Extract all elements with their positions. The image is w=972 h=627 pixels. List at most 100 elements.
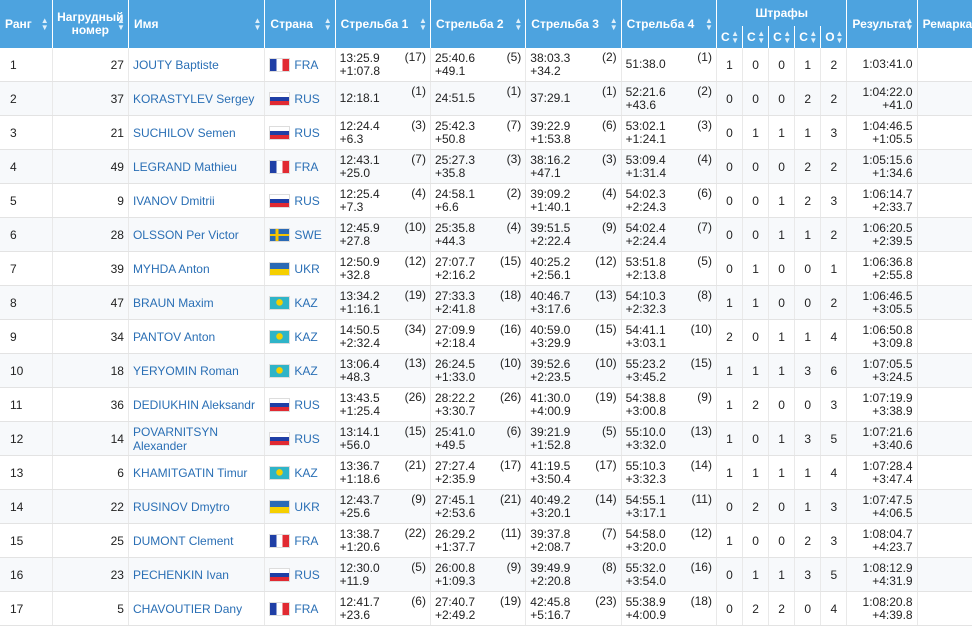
athlete-name-link[interactable]: KORASTYLEV Sergey (128, 81, 266, 116)
header-shooting-1-label: Стрельба 1 (340, 17, 409, 31)
shooting-time: 54:58.0 (625, 526, 666, 541)
penalty-cell: 1 (794, 217, 822, 252)
table-row[interactable]: 13 6 KHAMITGATIN Timur KAZ (21) 13:36.7 +1:18.… (0, 455, 972, 490)
shooting-position: (3) (601, 152, 617, 166)
athlete-name-link[interactable]: PANTOV Anton (128, 319, 266, 354)
result-time: 1:07:19.9 (862, 390, 913, 405)
shooting-time: 26:29.2 (434, 526, 476, 541)
header-shooting-4[interactable]: Стрельба 4 ▲ ▼ (621, 0, 717, 48)
shooting-position: (8) (601, 560, 617, 574)
shooting-time: 53:51.8 (625, 254, 666, 269)
penalty-cell: 1 (794, 319, 822, 354)
table-row[interactable]: 6 28 OLSSON Per Victor SWE (10) 12:45.9 +27.8(… (0, 217, 972, 252)
table-row[interactable]: 5 9 IVANOV Dmitrii RUS (4) 12:25.4 +7.3 (2) 24:5… (0, 183, 972, 218)
athlete-name-link[interactable]: YERYOMIN Roman (128, 353, 266, 388)
shooting-3-cell: (9) 39:51.5 +2:22.4 (525, 217, 622, 252)
rank-cell: 10 (0, 353, 53, 388)
table-row[interactable]: 1 27 JOUTY Baptiste FRA (17) 13:25.9 +1:07.8 (5… (0, 48, 972, 82)
country-cell: UKR (264, 489, 336, 524)
athlete-name-link[interactable]: CHAVOUTIER Dany (128, 591, 266, 626)
shooting-position: (4) (697, 152, 712, 166)
rank-cell: 1 (0, 48, 53, 82)
athlete-name-link[interactable]: SUCHILOV Semen (128, 115, 266, 150)
athlete-name-link[interactable]: IVANOV Dmitrii (128, 183, 266, 218)
table-row[interactable]: 2 37 KORASTYLEV Sergey RUS (1) 12:18.1 (1) 24:5… (0, 81, 972, 116)
country-code: RUS (294, 567, 320, 582)
shooting-diff: +1:20.6 (339, 539, 381, 554)
flag-icon-rus (269, 397, 291, 412)
header-penalty-col[interactable]: С ▲ ▼ (794, 26, 822, 48)
athlete-name-link[interactable]: POVARNITSYN Alexander (128, 421, 266, 456)
header-result[interactable]: Результат ▲ ▼ (846, 0, 918, 48)
shooting-position: (16) (499, 322, 522, 336)
table-row[interactable]: 9 34 PANTOV Anton KAZ (34) 14:50.5 +2:32.4 (16)… (0, 319, 972, 354)
table-row[interactable]: 8 47 BRAUN Maxim KAZ (19) 13:34.2 +1:16.1 (18) 2… (0, 285, 972, 320)
country-code: RUS (294, 193, 320, 208)
table-row[interactable]: 10 18 YERYOMIN Roman KAZ (13) 13:06.4 +48.3 (10… (0, 353, 972, 388)
header-shooting-1[interactable]: Стрельба 1 ▲ ▼ (335, 0, 431, 48)
shooting-time: 39:51.5 (530, 220, 571, 235)
shooting-2-cell: (3) 25:27.3 +35.8 (430, 149, 527, 184)
table-row[interactable]: 14 22 RUSINOV Dmytro UKR (9) 12:43.7 +25.6 (21)… (0, 489, 972, 524)
result-time: 1:06:36.8 (862, 254, 913, 269)
flag-icon-rus (269, 431, 291, 446)
remark-cell (917, 285, 972, 320)
penalty-cell: 0 (768, 523, 796, 558)
athlete-name-link[interactable]: JOUTY Baptiste (128, 48, 266, 82)
shooting-4-cell: (1) 51:38.0 (621, 48, 717, 82)
header-bib[interactable]: Нагрудный номер ▲ ▼ (52, 0, 129, 48)
table-row[interactable]: 4 49 LEGRAND Mathieu FRA (7) 12:43.1 +25.0 (3) 2… (0, 149, 972, 184)
header-penalty-col[interactable]: О ▲ ▼ (820, 26, 848, 48)
header-shooting-2[interactable]: Стрельба 2 ▲ ▼ (430, 0, 527, 48)
table-row[interactable]: 3 21 SUCHILOV Semen RUS (3) 12:24.4 +6.3 (7) 25:… (0, 115, 972, 150)
athlete-name-link[interactable]: OLSSON Per Victor (128, 217, 266, 252)
shooting-1-cell: (3) 12:24.4 +6.3 (335, 115, 431, 150)
shooting-diff: +4:00.9 (625, 607, 666, 622)
header-penalty-col[interactable]: С ▲ ▼ (716, 26, 744, 48)
header-penalty-col[interactable]: С ▲ ▼ (768, 26, 796, 48)
athlete-name-link[interactable]: MYHDA Anton (128, 251, 266, 286)
shooting-position: (9) (601, 220, 617, 234)
shooting-position: (19) (499, 594, 522, 608)
shooting-position: (34) (404, 322, 426, 336)
header-shooting-3[interactable]: Стрельба 3 ▲ ▼ (525, 0, 622, 48)
shooting-time: 51:38.0 (625, 57, 666, 71)
result-time: 1:06:50.8 (862, 322, 913, 337)
shooting-time: 53:09.4 (625, 152, 666, 167)
athlete-name-link[interactable]: DEDIUKHIN Aleksandr (128, 387, 266, 422)
rank-cell: 17 (0, 591, 53, 626)
header-country[interactable]: Страна ▲ ▼ (264, 0, 336, 48)
table-row[interactable]: 7 39 MYHDA Anton UKR (12) 12:50.9 +32.8 (15) 27:… (0, 251, 972, 286)
header-rank[interactable]: Ранг ▲ ▼ (0, 0, 53, 48)
athlete-name-link[interactable]: PECHENKIN Ivan (128, 557, 266, 592)
country-code: RUS (294, 125, 320, 140)
shooting-3-cell: (12) 40:25.2 +2:56.1 (525, 251, 622, 286)
bib-cell: 9 (52, 183, 129, 218)
shooting-diff: +1:53.8 (530, 131, 571, 146)
shooting-diff: +23.6 (339, 607, 371, 622)
header-name[interactable]: Имя ▲ ▼ (128, 0, 266, 48)
table-row[interactable]: 17 5 CHAVOUTIER Dany FRA (6) 12:41.7 +23.6 (19)… (0, 591, 972, 626)
result-cell: 1:07:47.5 +4:06.5 (846, 489, 918, 524)
table-row[interactable]: 11 36 DEDIUKHIN Aleksandr RUS (26) 13:43.5 +1:… (0, 387, 972, 422)
table-row[interactable]: 15 25 DUMONT Clement FRA (22) 13:38.7 +1:20.6(… (0, 523, 972, 558)
shooting-time: 26:00.8 (434, 560, 476, 575)
penalty-cell: 0 (742, 183, 770, 218)
shooting-position: (10) (499, 356, 522, 370)
shooting-time: 27:07.7 (434, 254, 476, 269)
athlete-name-link[interactable]: BRAUN Maxim (128, 285, 266, 320)
shooting-time: 55:23.2 (625, 356, 666, 371)
header-penalty-col[interactable]: С ▲ ▼ (742, 26, 770, 48)
athlete-name-link[interactable]: DUMONT Clement (128, 523, 266, 558)
athlete-name-link[interactable]: LEGRAND Mathieu (128, 149, 266, 184)
table-row[interactable]: 16 23 PECHENKIN Ivan RUS (5) 12:30.0 +11.9 (9) 2… (0, 557, 972, 592)
shooting-diff: +3:50.4 (530, 471, 571, 486)
table-row[interactable]: 12 14 POVARNITSYN Alexander RUS (15) 13:14.1 +… (0, 421, 972, 456)
shooting-position: (2) (506, 186, 522, 200)
shooting-time: 13:34.2 (339, 288, 380, 303)
shooting-time: 27:27.4 (434, 458, 476, 473)
athlete-name-link[interactable]: KHAMITGATIN Timur (128, 455, 266, 490)
penalty-cell: 1 (768, 557, 796, 592)
shooting-position: (15) (404, 424, 426, 438)
athlete-name-link[interactable]: RUSINOV Dmytro (128, 489, 266, 524)
